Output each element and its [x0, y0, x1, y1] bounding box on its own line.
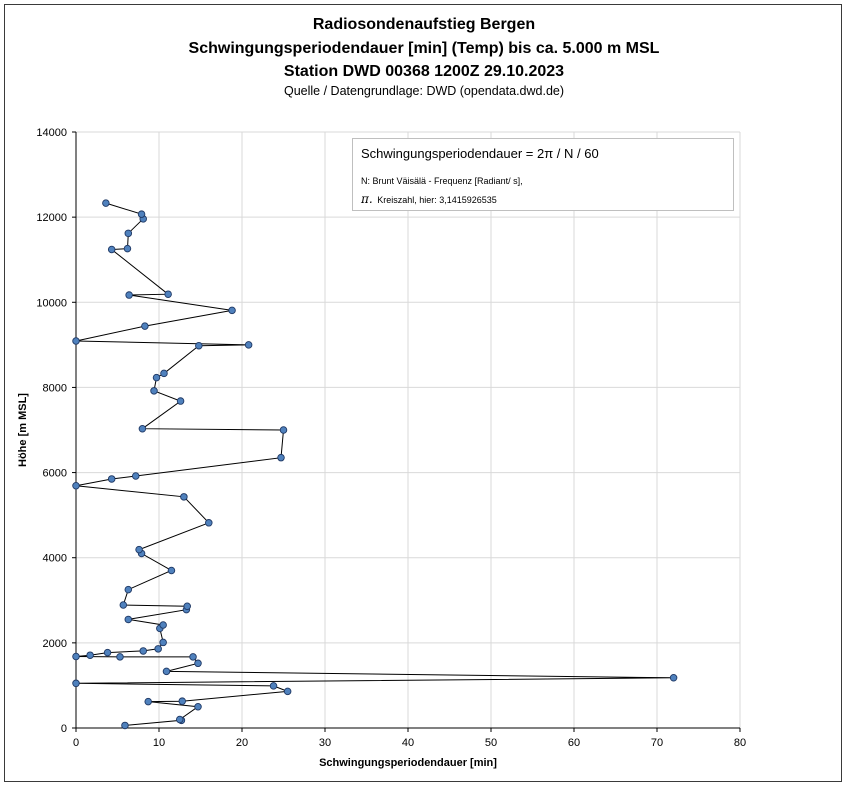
- x-tick-label: 0: [73, 737, 79, 749]
- data-point: [176, 397, 185, 405]
- data-point: [119, 601, 128, 609]
- data-point: [160, 369, 168, 378]
- chart-title-line-2: Schwingungsperiodendauer [min] (Temp) bi…: [188, 40, 660, 57]
- chart-title-line-3: Station DWD 00368 1200Z 29.10.2023: [283, 63, 565, 80]
- x-axis-label: Schwingungsperiodendauer [min]: [319, 757, 497, 769]
- legend-n-definition: N: Brunt Väisälä - Frequenz [Radiant/ s]…: [361, 176, 523, 186]
- legend-pi-symbol: π.: [361, 192, 373, 206]
- data-point: [154, 645, 162, 653]
- legend-box: Schwingungsperiodendauer = 2π / N / 60 N…: [352, 138, 734, 211]
- data-point: [121, 721, 129, 730]
- y-tick-label: 6000: [43, 468, 67, 480]
- data-point: [228, 306, 236, 315]
- y-tick-label: 8000: [43, 382, 67, 394]
- data-point: [269, 682, 278, 690]
- data-point: [244, 341, 253, 349]
- x-tick-label: 50: [485, 737, 497, 749]
- y-tick-label: 10000: [36, 297, 67, 309]
- data-point: [86, 651, 94, 659]
- data-point: [162, 667, 171, 676]
- data-point: [139, 647, 147, 655]
- data-point: [150, 387, 158, 395]
- data-point: [195, 341, 203, 350]
- legend-pi-definition: Kreiszahl, hier: 3,1415926535: [377, 195, 497, 205]
- data-point: [167, 566, 176, 575]
- data-point: [159, 621, 167, 629]
- data-point: [72, 482, 80, 490]
- data-point: [123, 244, 132, 253]
- data-point: [116, 653, 124, 661]
- x-tick-label: 20: [236, 737, 248, 749]
- data-point: [183, 602, 191, 610]
- data-point: [124, 615, 133, 624]
- chart-frame: [4, 4, 842, 782]
- x-tick-label: 70: [651, 737, 663, 749]
- data-point: [103, 648, 112, 657]
- y-tick-label: 4000: [43, 553, 67, 565]
- data-series: [72, 199, 678, 730]
- tick-labels: 0 10 20 30 40 50 60 70 80 0 2000 4000 6000 8000 10000 1…: [36, 127, 746, 749]
- data-point: [125, 291, 133, 299]
- series-line: [75, 202, 674, 726]
- chart-source: Quelle / Datengrundlage: DWD (opendata.d…: [283, 84, 565, 98]
- data-point: [107, 245, 116, 254]
- data-point: [124, 229, 133, 238]
- data-point: [175, 715, 184, 724]
- axes: [72, 131, 741, 732]
- y-tick-label: 14000: [36, 127, 67, 139]
- data-point: [107, 475, 116, 483]
- x-tick-label: 80: [734, 737, 746, 749]
- data-point: [205, 519, 213, 527]
- data-point: [279, 426, 288, 434]
- data-point: [141, 322, 149, 330]
- data-point: [194, 659, 202, 668]
- data-point: [152, 373, 161, 382]
- legend-pi-row: π. Kreiszahl, hier: 3,1415926535: [361, 192, 497, 206]
- data-point: [189, 653, 197, 661]
- data-point: [102, 199, 110, 207]
- x-tick-label: 60: [568, 737, 580, 749]
- data-point: [144, 697, 152, 706]
- data-point: [277, 453, 285, 462]
- y-tick-label: 2000: [43, 638, 67, 650]
- data-point: [283, 687, 292, 696]
- data-point: [137, 210, 146, 218]
- y-tick-label: 0: [61, 723, 67, 735]
- data-point: [72, 337, 80, 345]
- legend-formula: Schwingungsperiodendauer = 2π / N / 60: [361, 146, 599, 161]
- grid-lines: [76, 131, 741, 728]
- data-point: [132, 472, 140, 480]
- data-point: [180, 493, 188, 501]
- data-point: [135, 545, 143, 554]
- data-point: [178, 697, 186, 705]
- data-point: [124, 585, 133, 594]
- data-point: [194, 702, 202, 711]
- data-point: [669, 674, 678, 682]
- y-axis-label: Höhe [m MSL]: [17, 393, 29, 467]
- data-point: [72, 652, 80, 661]
- x-tick-label: 40: [402, 737, 414, 749]
- data-point: [159, 638, 167, 647]
- x-tick-label: 10: [153, 737, 165, 749]
- x-tick-label: 30: [319, 737, 331, 749]
- data-point: [138, 424, 147, 433]
- data-point: [72, 679, 80, 688]
- data-point: [164, 290, 172, 298]
- y-tick-label: 12000: [36, 212, 67, 224]
- chart-title-line-1: Radiosondenaufstieg Bergen: [312, 16, 536, 33]
